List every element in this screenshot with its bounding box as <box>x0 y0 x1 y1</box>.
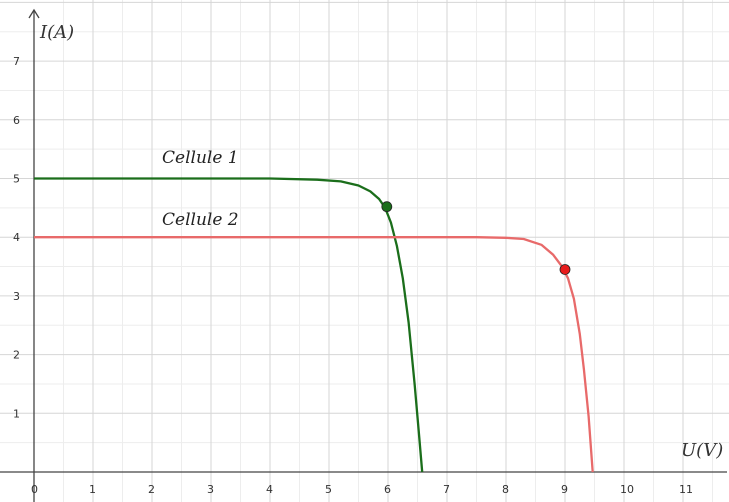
x-tick-label: 5 <box>325 483 332 496</box>
axes <box>0 8 727 502</box>
series-group <box>34 177 594 473</box>
x-tick-label: 1 <box>89 483 96 496</box>
x-tick-label: 10 <box>620 483 634 496</box>
x-tick-label: 7 <box>443 483 450 496</box>
x-tick-label: 2 <box>148 483 155 496</box>
x-tick-label: 11 <box>679 483 693 496</box>
series-line-1 <box>34 177 424 473</box>
y-tick-label: 4 <box>13 231 20 244</box>
series-point-1 <box>381 201 393 213</box>
x-tick-label: 3 <box>207 483 214 496</box>
x-axis-label: U(V) <box>681 440 723 461</box>
y-axis-label: I(A) <box>39 22 74 43</box>
y-tick-label: 2 <box>13 349 20 362</box>
y-tick-label: 5 <box>13 173 20 186</box>
x-tick-label: 4 <box>266 483 273 496</box>
series-label-cellule-2: Cellule 2 <box>162 210 239 230</box>
series-line-2 <box>34 236 594 473</box>
series-point-2 <box>559 264 571 275</box>
x-tick-label: 8 <box>502 483 509 496</box>
series-label-cellule-1: Cellule 1 <box>162 148 239 168</box>
y-axis-arrow <box>28 8 40 19</box>
x-tick-label: 0 <box>31 483 38 496</box>
y-tick-label: 3 <box>13 290 20 303</box>
x-tick-label: 6 <box>384 483 391 496</box>
y-tick-label: 7 <box>13 55 20 68</box>
y-tick-label: 1 <box>13 407 20 420</box>
x-tick-label: 9 <box>561 483 568 496</box>
y-tick-label: 6 <box>13 114 20 127</box>
